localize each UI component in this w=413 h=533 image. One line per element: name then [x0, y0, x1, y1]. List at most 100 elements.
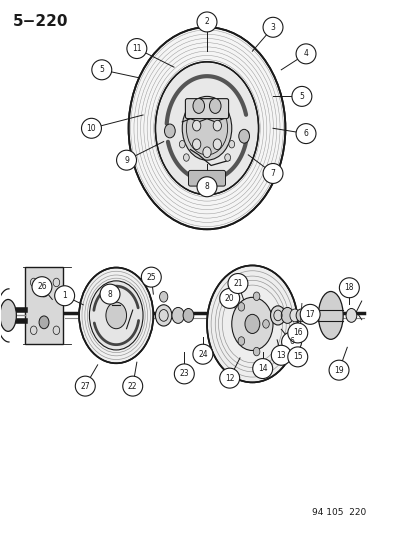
Text: 22: 22: [128, 382, 137, 391]
Text: 4: 4: [303, 50, 308, 58]
Text: 5−220: 5−220: [13, 14, 69, 29]
Text: 13: 13: [276, 351, 285, 360]
Circle shape: [92, 60, 112, 80]
Ellipse shape: [183, 309, 193, 322]
Text: 18: 18: [344, 283, 353, 292]
Circle shape: [339, 278, 358, 298]
Circle shape: [32, 277, 52, 297]
Circle shape: [262, 17, 282, 37]
Ellipse shape: [164, 124, 175, 138]
Ellipse shape: [39, 316, 49, 329]
Circle shape: [328, 360, 348, 380]
Ellipse shape: [192, 99, 204, 114]
Ellipse shape: [183, 154, 189, 161]
Text: 25: 25: [146, 273, 156, 281]
Ellipse shape: [202, 147, 211, 158]
Text: 5: 5: [99, 66, 104, 74]
Ellipse shape: [253, 292, 259, 301]
Ellipse shape: [213, 120, 221, 131]
Circle shape: [141, 267, 161, 287]
Circle shape: [287, 347, 307, 367]
Ellipse shape: [192, 120, 200, 131]
Circle shape: [219, 288, 239, 309]
Ellipse shape: [270, 306, 285, 325]
Text: 7: 7: [270, 169, 275, 178]
Ellipse shape: [231, 297, 272, 351]
Ellipse shape: [237, 337, 244, 345]
Ellipse shape: [280, 308, 293, 324]
Circle shape: [219, 368, 239, 388]
Circle shape: [81, 118, 101, 138]
Ellipse shape: [155, 62, 258, 195]
Circle shape: [281, 332, 301, 352]
Circle shape: [197, 177, 216, 197]
Ellipse shape: [206, 265, 297, 382]
Ellipse shape: [345, 309, 356, 322]
Text: 9: 9: [124, 156, 129, 165]
Text: 15: 15: [292, 352, 302, 361]
Ellipse shape: [253, 348, 259, 356]
Text: 16: 16: [292, 328, 302, 337]
Ellipse shape: [244, 314, 259, 334]
Ellipse shape: [289, 309, 299, 322]
Circle shape: [55, 286, 74, 306]
Ellipse shape: [213, 139, 221, 150]
Circle shape: [287, 323, 307, 343]
Ellipse shape: [209, 99, 221, 114]
Text: 24: 24: [197, 350, 207, 359]
Ellipse shape: [179, 141, 185, 148]
Text: 11: 11: [132, 44, 141, 53]
Ellipse shape: [237, 303, 244, 311]
Text: 10: 10: [86, 124, 96, 133]
Ellipse shape: [295, 309, 305, 322]
Ellipse shape: [224, 154, 230, 161]
FancyBboxPatch shape: [188, 171, 225, 186]
Text: 27: 27: [80, 382, 90, 391]
Ellipse shape: [155, 305, 171, 326]
Ellipse shape: [39, 284, 49, 297]
Circle shape: [271, 345, 290, 365]
Text: 6: 6: [303, 129, 308, 138]
Text: 1: 1: [62, 291, 67, 300]
Bar: [25, 266, 62, 344]
Ellipse shape: [89, 281, 143, 350]
Ellipse shape: [171, 308, 184, 324]
Circle shape: [126, 38, 147, 59]
Text: 3: 3: [270, 23, 275, 32]
Ellipse shape: [186, 102, 227, 155]
Text: 12: 12: [224, 374, 234, 383]
Ellipse shape: [0, 300, 17, 332]
Text: 26: 26: [37, 282, 47, 291]
Text: 8: 8: [204, 182, 209, 191]
Circle shape: [299, 304, 319, 324]
Ellipse shape: [79, 268, 153, 364]
Circle shape: [295, 124, 315, 143]
Ellipse shape: [318, 292, 342, 340]
Text: 20: 20: [224, 294, 234, 303]
Circle shape: [291, 86, 311, 107]
Text: 21: 21: [233, 279, 242, 288]
Ellipse shape: [192, 139, 200, 150]
Circle shape: [252, 359, 272, 378]
Ellipse shape: [182, 96, 231, 160]
Text: 17: 17: [305, 310, 314, 319]
Text: 2: 2: [204, 18, 209, 27]
Text: 19: 19: [333, 366, 343, 375]
Text: 94 105  220: 94 105 220: [311, 508, 365, 518]
Circle shape: [123, 376, 142, 396]
Text: 8: 8: [107, 289, 112, 298]
Ellipse shape: [262, 320, 268, 328]
Circle shape: [100, 284, 120, 304]
Circle shape: [197, 12, 216, 32]
Text: 6: 6: [288, 337, 293, 346]
Circle shape: [228, 273, 247, 294]
Circle shape: [295, 44, 315, 64]
Circle shape: [75, 376, 95, 396]
Ellipse shape: [228, 141, 234, 148]
Circle shape: [116, 150, 136, 170]
Ellipse shape: [106, 302, 126, 329]
Text: 5: 5: [299, 92, 304, 101]
Ellipse shape: [238, 130, 249, 143]
Circle shape: [262, 164, 282, 183]
Circle shape: [192, 344, 212, 364]
